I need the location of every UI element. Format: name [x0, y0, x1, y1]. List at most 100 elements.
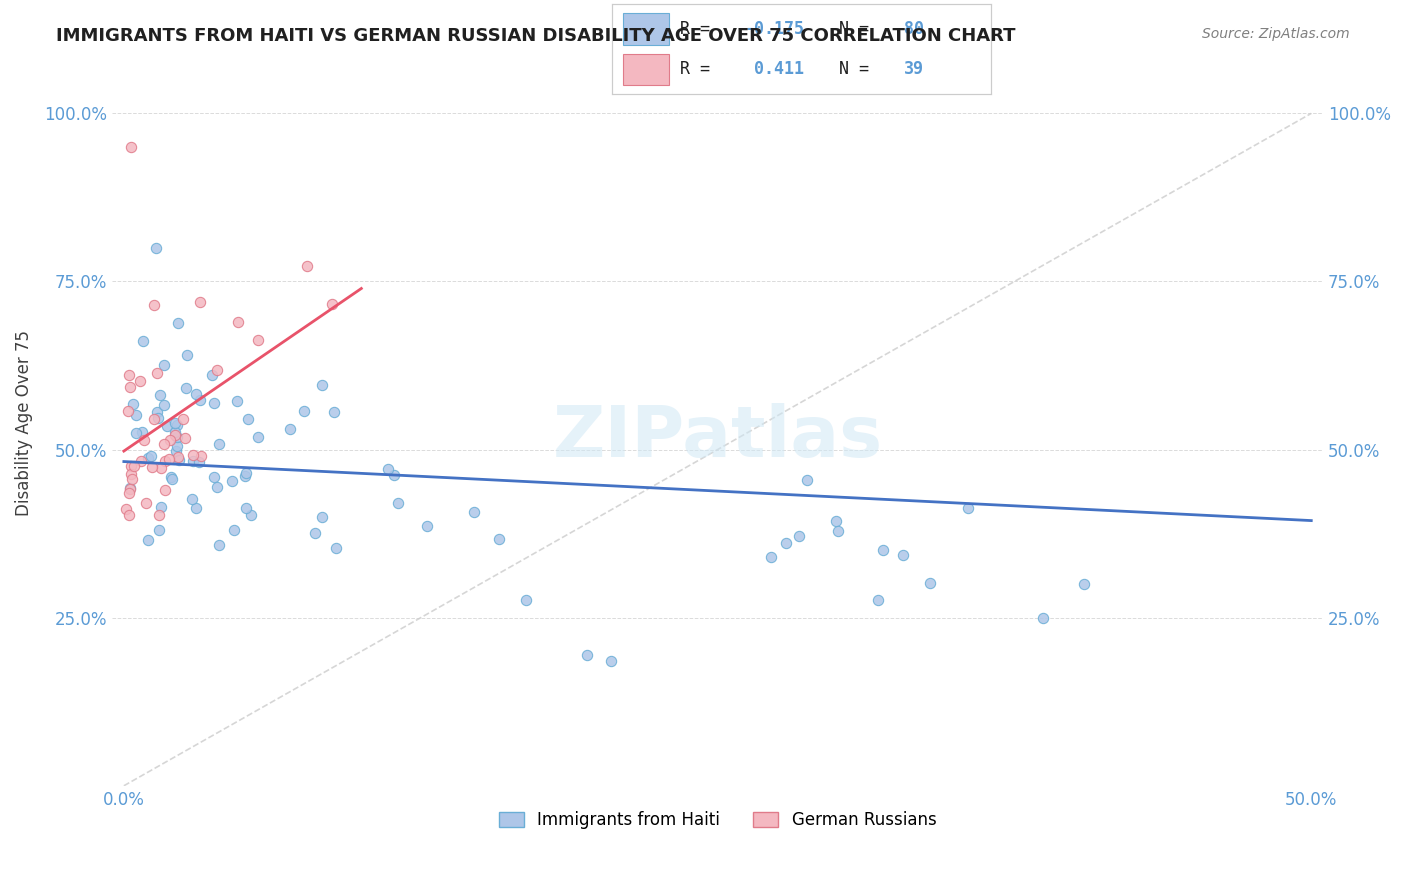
Point — [235, 500, 257, 515]
Point — [148, 508, 170, 523]
Point — [827, 524, 849, 539]
Point — [188, 393, 211, 408]
Point — [115, 501, 138, 516]
Point — [575, 648, 598, 662]
Point — [159, 451, 181, 466]
Text: Source: ZipAtlas.com: Source: ZipAtlas.com — [1202, 27, 1350, 41]
Point — [304, 526, 326, 541]
Point — [775, 535, 797, 549]
Point — [377, 462, 399, 476]
Bar — [623, 54, 669, 85]
Point — [488, 533, 510, 547]
Text: N =: N = — [839, 60, 869, 78]
Point — [165, 444, 187, 458]
Point — [382, 468, 405, 483]
Point — [416, 519, 439, 533]
Point — [796, 473, 818, 487]
Point — [118, 508, 141, 522]
Point — [190, 450, 212, 464]
Point — [121, 472, 143, 486]
Point — [131, 425, 153, 439]
Point — [180, 492, 202, 507]
Point — [122, 459, 145, 474]
Point — [138, 451, 160, 466]
Text: N =: N = — [839, 20, 869, 38]
Point — [207, 538, 229, 552]
Point — [599, 654, 621, 668]
Point — [235, 466, 257, 480]
Point — [208, 437, 231, 451]
Text: 80: 80 — [904, 20, 924, 38]
Point — [787, 529, 810, 543]
Point — [120, 467, 142, 482]
Point — [183, 454, 205, 468]
Point — [155, 418, 177, 433]
Point — [166, 439, 188, 453]
Point — [761, 550, 783, 565]
Point — [236, 412, 259, 426]
Point — [188, 295, 211, 310]
Point — [148, 411, 170, 425]
Point — [160, 472, 183, 486]
Legend: Immigrants from Haiti, German Russians: Immigrants from Haiti, German Russians — [492, 805, 943, 836]
Point — [515, 592, 537, 607]
Text: 0.411: 0.411 — [745, 60, 804, 78]
Point — [117, 404, 139, 418]
Point — [201, 368, 224, 383]
Point — [233, 468, 256, 483]
Text: R =: R = — [681, 60, 720, 78]
Point — [132, 334, 155, 348]
Point — [278, 422, 301, 436]
Point — [181, 448, 204, 462]
Point — [134, 434, 156, 448]
Bar — [623, 13, 669, 45]
Point — [148, 523, 170, 537]
Point — [149, 387, 172, 401]
Point — [152, 358, 174, 372]
Point — [120, 459, 142, 474]
Point — [165, 416, 187, 430]
Point — [222, 524, 245, 538]
Point — [321, 297, 343, 311]
Point — [118, 482, 141, 496]
Point — [120, 140, 142, 154]
Point — [246, 430, 269, 444]
Point — [159, 434, 181, 448]
Point — [153, 437, 176, 451]
Point — [226, 315, 249, 329]
Point — [205, 479, 228, 493]
Point — [129, 454, 152, 468]
Point — [174, 431, 197, 445]
Point — [868, 593, 890, 607]
Point — [124, 408, 146, 422]
Point — [152, 398, 174, 412]
Point — [957, 501, 980, 516]
Point — [160, 469, 183, 483]
Text: -0.175: -0.175 — [745, 20, 804, 38]
Text: ZIPatlas: ZIPatlas — [553, 402, 883, 472]
Point — [167, 450, 190, 464]
Point — [187, 454, 209, 468]
Point — [387, 496, 409, 510]
Point — [143, 298, 166, 312]
Point — [226, 393, 249, 408]
Point — [167, 453, 190, 467]
Point — [118, 486, 141, 500]
Point — [184, 501, 207, 516]
Point — [891, 548, 914, 562]
Y-axis label: Disability Age Over 75: Disability Age Over 75 — [15, 330, 32, 516]
Point — [176, 347, 198, 361]
Point — [918, 576, 941, 591]
Point — [174, 381, 197, 395]
Point — [240, 508, 263, 522]
Point — [292, 404, 315, 418]
Point — [322, 405, 344, 419]
Point — [146, 367, 169, 381]
Point — [163, 425, 186, 439]
Point — [205, 363, 228, 377]
Point — [246, 334, 269, 348]
Point — [166, 430, 188, 444]
Point — [135, 496, 157, 510]
Point — [149, 460, 172, 475]
Point — [128, 374, 150, 388]
